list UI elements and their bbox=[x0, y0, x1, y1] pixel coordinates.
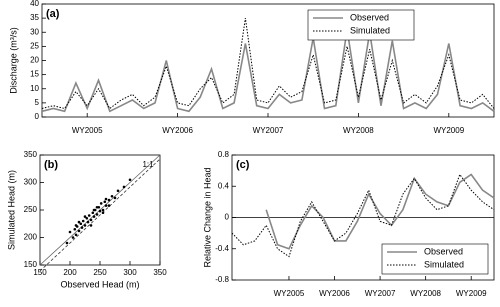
y-tick-label: 10 bbox=[30, 84, 39, 93]
y-tick-label: 250 bbox=[24, 205, 38, 214]
scatter-point bbox=[95, 213, 99, 216]
scatter-point bbox=[74, 233, 78, 237]
scatter-point bbox=[65, 241, 69, 245]
y-tick-label: 0 bbox=[35, 112, 40, 121]
scatter-point bbox=[92, 215, 96, 218]
fit-line bbox=[39, 158, 161, 272]
scatter-point bbox=[95, 205, 99, 209]
x-tick-label: WY2009 bbox=[456, 289, 487, 298]
y-tick-label: 20 bbox=[30, 56, 39, 65]
scatter-point bbox=[104, 197, 108, 201]
y-tick-label: -0.4 bbox=[215, 244, 229, 253]
x-tick-label: WY2006 bbox=[319, 289, 350, 298]
x-axis-label: Observed Head (m) bbox=[60, 279, 139, 289]
x-tick-label: WY2005 bbox=[72, 126, 103, 135]
y-tick-label: 0 bbox=[225, 213, 230, 222]
legend-label: Observed bbox=[350, 12, 389, 22]
y-axis-label: Relative Change in Head bbox=[202, 167, 212, 267]
scatter-point bbox=[107, 204, 111, 207]
scatter-point bbox=[101, 211, 105, 215]
x-tick-label: WY2006 bbox=[162, 126, 193, 135]
scatter-point bbox=[92, 208, 96, 212]
scatter-point bbox=[74, 224, 78, 227]
scatter-point bbox=[104, 204, 108, 207]
legend-label: Simulated bbox=[350, 25, 390, 35]
scatter-point bbox=[73, 227, 77, 231]
legend-label: Observed bbox=[424, 246, 463, 256]
scatter-point bbox=[101, 208, 105, 212]
scatter-point bbox=[85, 216, 89, 220]
scatter-point bbox=[110, 194, 114, 198]
y-tick-label: 300 bbox=[24, 178, 38, 187]
scatter-point bbox=[107, 198, 111, 202]
x-tick-label: 200 bbox=[63, 268, 77, 277]
scatter-point bbox=[113, 196, 117, 200]
scatter-point bbox=[83, 224, 87, 227]
scatter-point bbox=[81, 219, 85, 223]
scatter-point bbox=[86, 220, 90, 224]
scatter-point bbox=[99, 202, 103, 205]
y-tick-label: 15 bbox=[30, 70, 39, 79]
scatter-point bbox=[103, 200, 107, 204]
plot-frame bbox=[41, 3, 495, 118]
scatter-point bbox=[89, 218, 93, 222]
series-line bbox=[41, 18, 495, 110]
y-tick-label: 40 bbox=[30, 0, 39, 8]
y-tick-label: 35 bbox=[30, 13, 39, 22]
legend-box bbox=[307, 9, 415, 41]
x-tick-label: 250 bbox=[93, 268, 107, 277]
x-tick-label: WY2005 bbox=[274, 289, 305, 298]
y-tick-label: 5 bbox=[35, 98, 40, 107]
scatter-point bbox=[77, 229, 81, 233]
x-tick-label: 150 bbox=[33, 268, 47, 277]
scatter-point bbox=[79, 222, 83, 226]
y-tick-label: 25 bbox=[30, 41, 39, 50]
scatter-point bbox=[89, 224, 93, 227]
y-tick-label: 30 bbox=[30, 27, 39, 36]
scatter-point bbox=[77, 220, 81, 224]
scatter-point bbox=[91, 211, 95, 215]
x-tick-label: 350 bbox=[153, 268, 167, 277]
annotation: 1:1 bbox=[142, 160, 154, 169]
scatter-point bbox=[83, 215, 87, 218]
y-tick-label: 200 bbox=[24, 233, 38, 242]
y-axis-label: Simulated Head (m) bbox=[6, 170, 16, 250]
series-line bbox=[41, 29, 495, 113]
panel-label: (b) bbox=[44, 159, 58, 171]
x-tick-label: WY2008 bbox=[343, 126, 374, 135]
legend-box bbox=[381, 243, 489, 275]
scatter-point bbox=[122, 185, 126, 189]
series-line bbox=[265, 173, 495, 250]
y-tick-label: 0.8 bbox=[218, 150, 230, 159]
scatter-point bbox=[116, 189, 120, 193]
x-tick-label: 300 bbox=[123, 268, 137, 277]
x-tick-label: WY2007 bbox=[365, 289, 396, 298]
scatter-point bbox=[87, 214, 91, 217]
x-tick-label: WY2008 bbox=[410, 289, 441, 298]
panel-label: (c) bbox=[236, 159, 250, 171]
scatter-point bbox=[80, 226, 84, 229]
scatter-point bbox=[98, 209, 102, 213]
scatter-point bbox=[97, 205, 101, 209]
scatter-point bbox=[128, 178, 132, 182]
y-axis-label: Discharge (m³/s) bbox=[8, 27, 18, 94]
series-line bbox=[231, 173, 495, 258]
scatter-point bbox=[71, 236, 75, 239]
x-tick-label: WY2009 bbox=[433, 126, 464, 135]
scatter-point bbox=[68, 230, 72, 234]
y-tick-label: 350 bbox=[24, 150, 38, 159]
y-tick-label: 150 bbox=[24, 260, 38, 269]
y-tick-label: -0.8 bbox=[215, 275, 229, 284]
panel-label: (a) bbox=[46, 8, 60, 20]
y-tick-label: 0.4 bbox=[218, 181, 230, 190]
legend-label: Simulated bbox=[424, 259, 464, 269]
x-tick-label: WY2007 bbox=[253, 126, 284, 135]
